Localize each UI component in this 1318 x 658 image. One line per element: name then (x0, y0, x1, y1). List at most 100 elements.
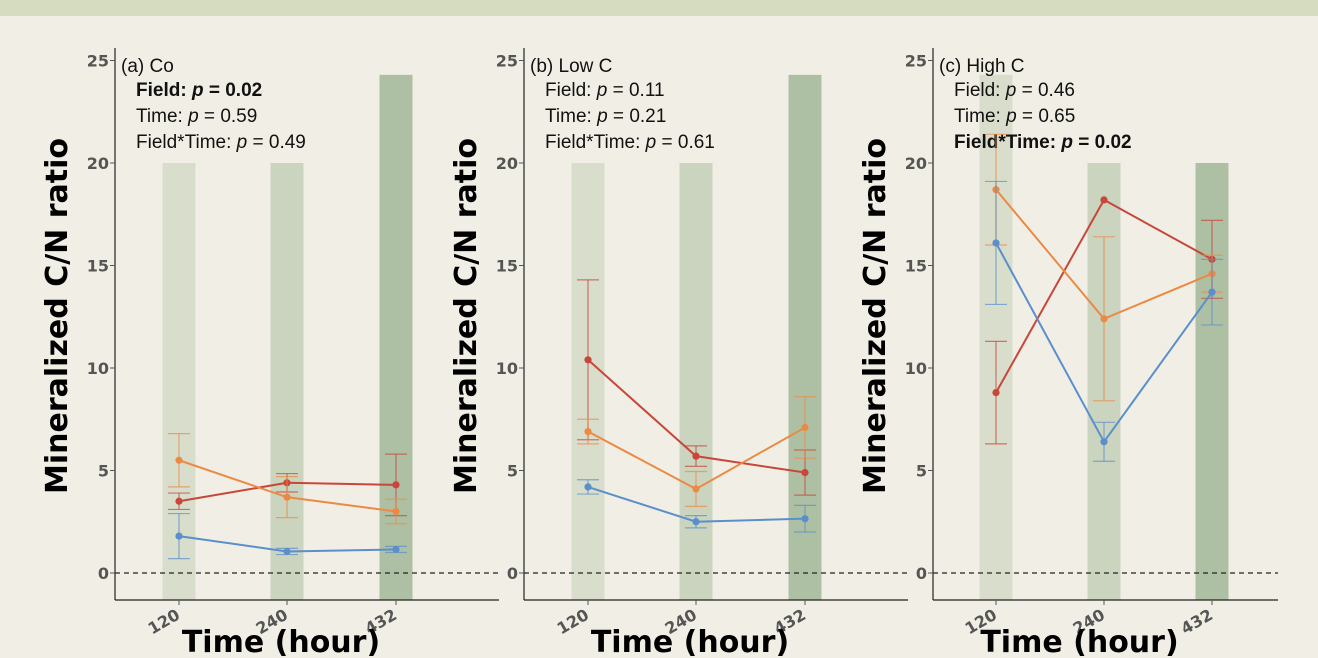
data-point (392, 481, 400, 489)
y-axis-label: Mineralized C/N ratio (858, 138, 893, 494)
x-axis-label: Time (hour) (182, 625, 380, 658)
stat-line: Field*Time: p = 0.49 (136, 132, 306, 153)
stat-equals: = (1073, 132, 1095, 153)
y-tick-label: 5 (98, 462, 109, 481)
y-tick-label: 15 (496, 257, 518, 276)
stat-line: Time: p = 0.65 (954, 106, 1075, 127)
stat-equals: = (204, 80, 226, 101)
data-point (1100, 438, 1108, 446)
data-point (392, 507, 400, 516)
y-tick-label: 15 (87, 257, 109, 276)
x-axis-label: Time (hour) (591, 625, 789, 658)
stat-p-symbol: p (187, 106, 199, 127)
data-point (283, 547, 291, 556)
data-point (175, 532, 183, 540)
y-tick-label: 0 (916, 564, 927, 583)
stat-p-symbol: p (596, 80, 608, 101)
stat-equals: = (656, 132, 678, 153)
stat-label: Field: (954, 80, 1006, 101)
y-tick-label: 20 (496, 154, 518, 173)
data-point (992, 389, 1000, 397)
data-point (1100, 315, 1108, 323)
data-point (283, 493, 291, 501)
data-point (692, 518, 700, 526)
data-point (584, 483, 592, 491)
y-tick-label: 25 (905, 52, 927, 71)
data-point (801, 423, 809, 432)
y-tick-label: 10 (905, 359, 927, 378)
y-tick-label: 20 (905, 154, 927, 173)
data-point (1208, 288, 1216, 296)
y-tick-label: 5 (507, 462, 518, 481)
stat-line: Field: p = 0.11 (545, 80, 665, 101)
data-point (801, 468, 809, 477)
y-tick-label: 25 (496, 52, 518, 71)
stat-p-value: 0.65 (1038, 106, 1075, 127)
stat-p-symbol: p (191, 80, 204, 101)
top-banner (0, 0, 1318, 16)
stat-p-symbol: p (236, 132, 248, 153)
data-point (1100, 196, 1108, 204)
y-tick-label: 5 (916, 462, 927, 481)
stat-equals: = (608, 106, 630, 127)
stat-line: Field: p = 0.46 (954, 80, 1075, 101)
stat-label: Time: (136, 106, 188, 127)
stat-equals: = (607, 80, 629, 101)
stat-label: Field*Time: (136, 132, 237, 153)
stat-p-symbol: p (645, 132, 657, 153)
data-point (584, 427, 592, 436)
stat-label: Time: (545, 106, 597, 127)
y-tick-label: 20 (87, 154, 109, 173)
stat-line: Time: p = 0.59 (136, 106, 257, 127)
data-point (692, 452, 700, 460)
stat-p-symbol: p (596, 106, 608, 127)
stat-label: Field*Time: (954, 132, 1061, 153)
stat-line: Field*Time: p = 0.61 (545, 132, 715, 153)
stat-label: Field*Time: (545, 132, 646, 153)
stat-p-value: 0.11 (629, 80, 665, 101)
stat-p-symbol: p (1005, 106, 1017, 127)
y-tick-label: 0 (98, 564, 109, 583)
stat-line: Field*Time: p = 0.02 (954, 132, 1132, 153)
y-axis-label: Mineralized C/N ratio (40, 138, 75, 494)
data-point (392, 545, 400, 554)
panel-title: (c) High C (939, 56, 1025, 77)
y-tick-label: 10 (87, 359, 109, 378)
y-axis-label: Mineralized C/N ratio (449, 138, 484, 494)
panel-title: (a) Co (121, 56, 174, 77)
stat-p-symbol: p (1060, 132, 1073, 153)
data-point (175, 497, 183, 505)
stat-p-value: 0.21 (629, 106, 666, 127)
x-tick-label: 120 (145, 605, 183, 638)
stat-line: Time: p = 0.21 (545, 106, 666, 127)
y-tick-label: 10 (496, 359, 518, 378)
panel-title: (b) Low C (530, 56, 612, 77)
stat-label: Field: (136, 80, 192, 101)
y-tick-label: 15 (905, 257, 927, 276)
data-point (992, 239, 1000, 247)
stat-p-value: 0.59 (220, 106, 257, 127)
data-point (692, 485, 700, 493)
x-tick-label: 120 (554, 605, 592, 638)
stat-p-value: 0.02 (1095, 132, 1132, 153)
stat-line: Field: p = 0.02 (136, 80, 262, 101)
stat-equals: = (1017, 106, 1039, 127)
y-tick-label: 0 (507, 564, 518, 583)
stat-equals: = (1016, 80, 1038, 101)
time-band (679, 163, 713, 600)
stat-equals: = (199, 106, 221, 127)
stat-label: Time: (954, 106, 1006, 127)
y-tick-label: 25 (87, 52, 109, 71)
stat-p-value: 0.61 (678, 132, 715, 153)
time-band (270, 163, 304, 600)
x-axis-label: Time (hour) (980, 625, 1178, 658)
stat-p-value: 0.49 (269, 132, 306, 153)
x-tick-label: 432 (1178, 605, 1216, 638)
stat-p-symbol: p (1005, 80, 1017, 101)
stat-label: Field: (545, 80, 597, 101)
data-point (801, 515, 809, 523)
